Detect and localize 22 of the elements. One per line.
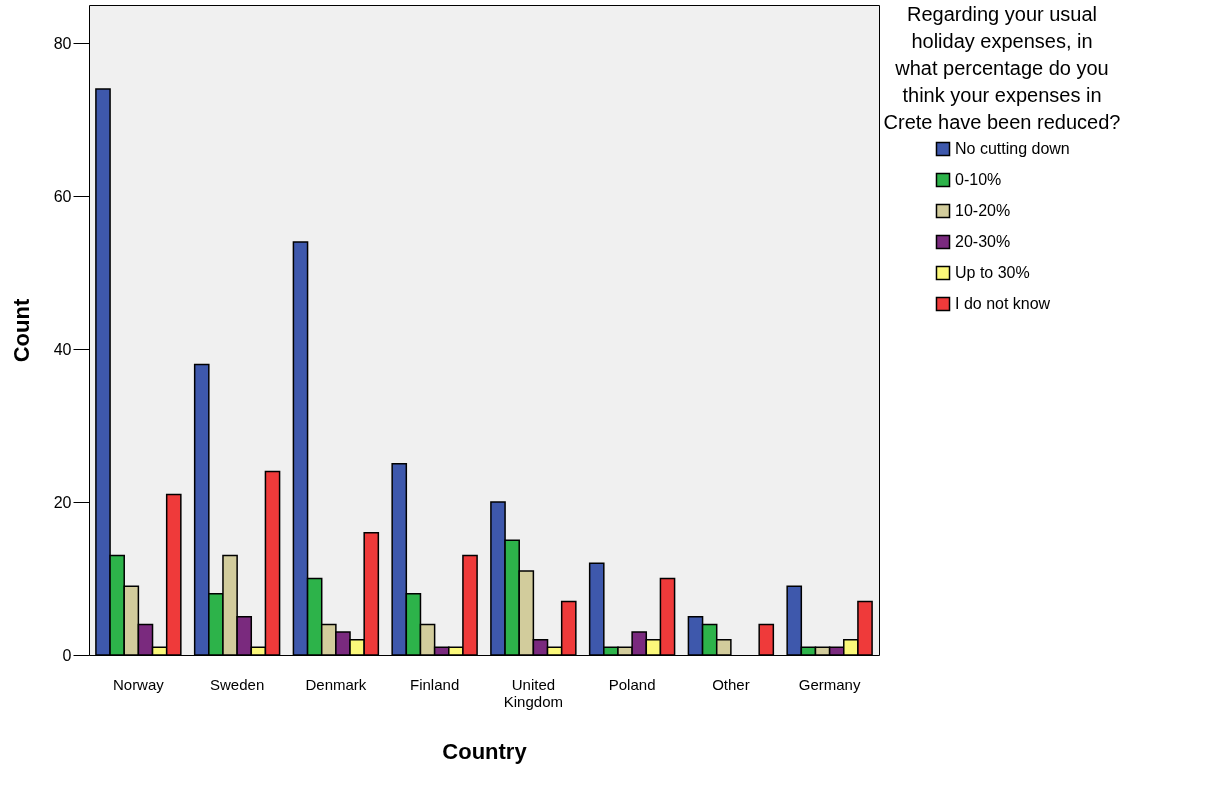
legend-title: Regarding your usual holiday expenses, in what percentage do you think your expenses in Crete have been reduced? bbox=[883, 3, 1121, 133]
x-tick-label: Finland bbox=[410, 675, 460, 693]
y-tick-label: 0 bbox=[62, 646, 72, 664]
legend-label: 20-30% bbox=[955, 233, 1011, 250]
y-tick-label: 60 bbox=[53, 187, 72, 205]
legend-label: 0-10% bbox=[955, 171, 1002, 188]
x-tick-label: Other bbox=[712, 675, 750, 693]
x-tick-label: Germany bbox=[798, 675, 861, 693]
legend-label: Up to 30% bbox=[955, 264, 1030, 281]
x-tick-label: Poland bbox=[608, 675, 656, 693]
y-axis-title: Count bbox=[8, 298, 34, 363]
x-tick-label: Sweden bbox=[210, 675, 265, 693]
y-tick-label: 20 bbox=[53, 493, 72, 511]
x-tick-label: Denmark bbox=[305, 675, 367, 693]
y-tick-label: 80 bbox=[53, 34, 72, 52]
x-axis-title: Country bbox=[442, 738, 528, 764]
x-tick-label: United Kingdom bbox=[503, 675, 563, 710]
x-tick-label: Norway bbox=[112, 675, 165, 693]
legend-label: I do not know bbox=[955, 295, 1051, 312]
legend-label: 10-20% bbox=[955, 202, 1011, 219]
legend-label: No cutting down bbox=[955, 140, 1070, 157]
y-tick-label: 40 bbox=[53, 340, 72, 358]
